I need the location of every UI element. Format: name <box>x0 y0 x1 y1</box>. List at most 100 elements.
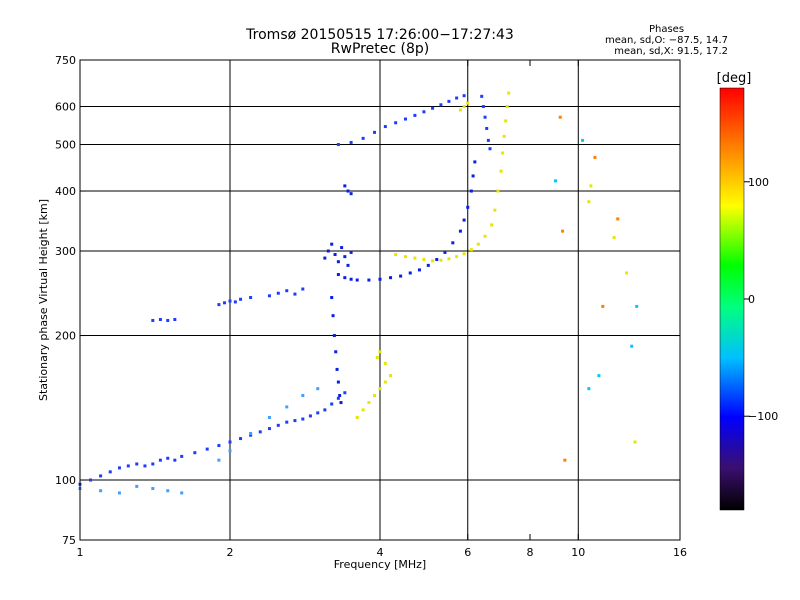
y-tick-label: 200 <box>55 330 76 343</box>
data-point <box>323 256 327 260</box>
data-point <box>166 489 170 493</box>
data-point <box>166 456 170 460</box>
phases-heading: Phases <box>648 24 685 35</box>
x-tick-label: 10 <box>571 546 585 559</box>
data-point <box>367 401 371 405</box>
data-point <box>485 126 489 130</box>
colorbar <box>719 87 745 511</box>
data-point <box>375 355 379 359</box>
data-point <box>373 130 377 134</box>
y-tick-label: 300 <box>55 245 76 258</box>
data-point <box>336 143 340 147</box>
grid-lines <box>80 60 680 540</box>
data-point <box>258 430 262 434</box>
x-tick-label: 8 <box>527 546 534 559</box>
data-point <box>389 374 393 378</box>
data-point <box>338 394 342 398</box>
data-point <box>343 255 347 259</box>
data-point <box>612 236 616 240</box>
colorbar-ticks: 100 0 −100 <box>744 176 778 423</box>
data-point <box>334 350 338 354</box>
data-point <box>343 276 347 280</box>
y-tick-label: 600 <box>55 101 76 114</box>
data-point <box>267 415 271 419</box>
data-point <box>403 255 407 259</box>
data-point <box>349 277 353 281</box>
data-point <box>563 458 567 462</box>
data-point <box>426 263 430 267</box>
data-point <box>301 394 305 398</box>
data-point <box>458 108 462 112</box>
data-point <box>443 250 447 254</box>
data-point <box>343 391 347 395</box>
data-point <box>335 367 339 371</box>
data-point <box>217 303 221 307</box>
data-point <box>158 458 162 462</box>
data-point <box>326 249 330 253</box>
data-point <box>333 253 337 257</box>
data-point <box>389 276 393 280</box>
data-point <box>336 273 340 277</box>
data-point <box>483 115 487 119</box>
data-point <box>561 229 565 233</box>
phases-line-x: mean, sd,X: 91.5, 17.2 <box>614 46 728 57</box>
data-point <box>587 387 591 391</box>
data-point <box>408 271 412 275</box>
data-point <box>285 405 289 409</box>
data-point <box>355 278 359 282</box>
x-axis-ticks: 1 2 4 6 8 10 16 <box>77 60 687 559</box>
data-point <box>223 301 227 305</box>
data-point <box>228 299 232 303</box>
data-point <box>435 258 439 262</box>
data-point <box>422 258 426 262</box>
y-tick-label: 400 <box>55 185 76 198</box>
y-tick-label: 500 <box>55 139 76 152</box>
data-point <box>447 257 451 261</box>
data-point <box>383 380 387 384</box>
data-point <box>217 444 221 448</box>
data-point <box>285 289 289 293</box>
data-point <box>249 433 253 437</box>
data-point <box>126 464 130 468</box>
data-point <box>417 268 421 272</box>
data-point <box>488 147 492 151</box>
y-axis-ticks: 75 100 200 300 400 500 600 750 <box>55 54 680 547</box>
data-point <box>346 263 350 267</box>
data-point <box>135 484 139 488</box>
colorbar-tick-label: −100 <box>748 410 778 423</box>
data-point <box>378 350 382 354</box>
x-tick-label: 16 <box>673 546 687 559</box>
data-point <box>473 160 477 164</box>
data-point <box>462 105 466 109</box>
data-point <box>336 260 340 264</box>
data-point <box>151 318 155 322</box>
data-point <box>558 115 562 119</box>
data-point <box>276 291 280 295</box>
data-point <box>490 223 494 227</box>
data-point <box>276 423 280 427</box>
chart-title: Tromsø 20150515 17:26:00−17:27:43 <box>246 27 514 43</box>
data-point <box>447 99 451 103</box>
data-point <box>151 462 155 466</box>
data-point <box>480 94 484 98</box>
data-point <box>285 420 289 424</box>
data-point <box>267 294 271 298</box>
data-point <box>367 278 371 282</box>
data-point <box>349 250 353 254</box>
x-tick-label: 2 <box>227 546 234 559</box>
data-point <box>458 229 462 233</box>
data-point <box>346 189 350 193</box>
data-point <box>394 253 398 257</box>
data-point <box>217 458 221 462</box>
colorbar-tick-label: 100 <box>748 176 769 189</box>
data-point <box>99 489 103 493</box>
data-point <box>451 241 455 245</box>
data-point <box>466 205 470 209</box>
data-point <box>581 138 585 142</box>
data-point <box>173 317 177 321</box>
data-point <box>340 246 344 250</box>
data-point <box>143 464 147 468</box>
data-point <box>180 491 184 495</box>
data-point <box>616 217 620 221</box>
data-point <box>469 248 473 252</box>
